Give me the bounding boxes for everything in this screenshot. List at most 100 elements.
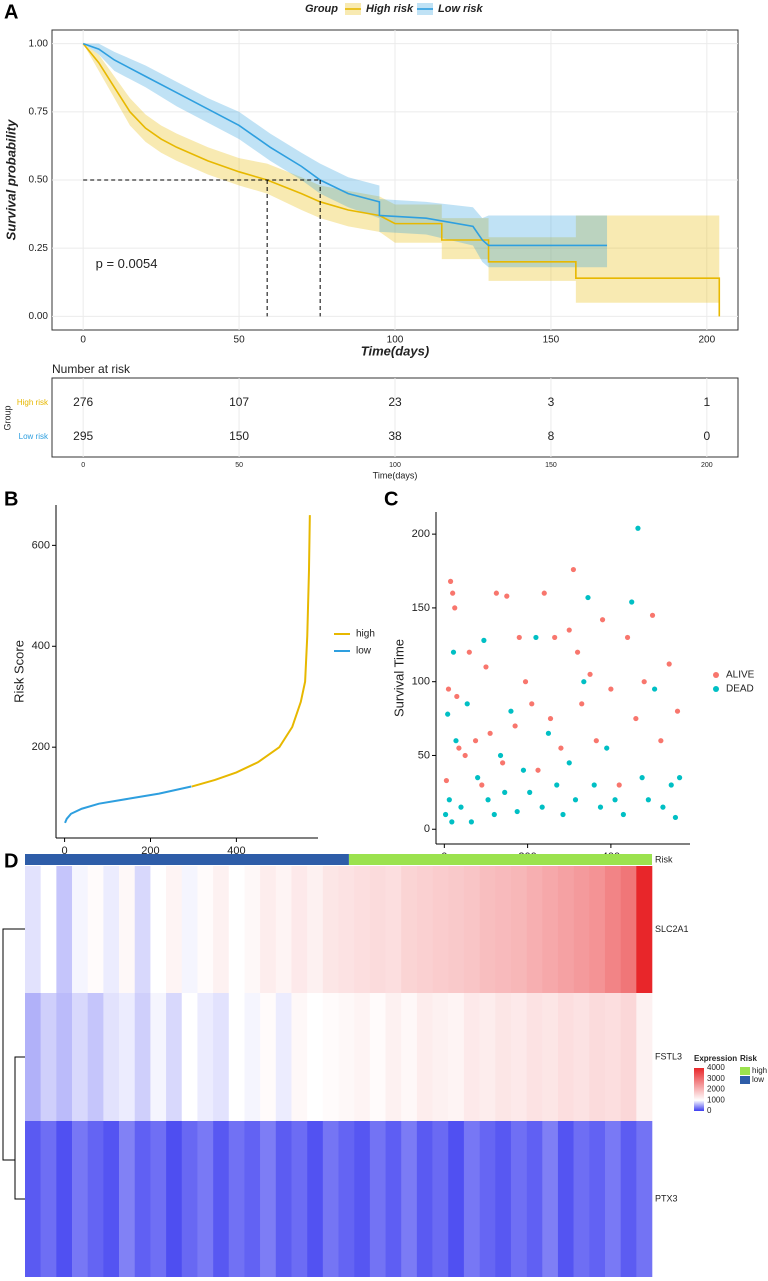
heatmap-cell	[479, 993, 496, 1121]
heatmap-cell	[181, 1121, 198, 1277]
heatmap-cell	[150, 866, 167, 993]
scatter-point	[616, 782, 622, 788]
risk-count: 0	[703, 429, 710, 443]
heatmap-cell	[134, 993, 151, 1121]
scatter-point	[597, 804, 604, 810]
heatmap-cell	[228, 1121, 245, 1277]
y-tick-label: 0.00	[29, 311, 49, 322]
scatter-point	[442, 811, 449, 818]
heatmap-cell	[542, 866, 559, 993]
y-axis-title: Survival probability	[3, 119, 18, 240]
y-tick-label: 200	[412, 528, 430, 540]
heatmap-cell	[385, 1121, 402, 1277]
heatmap-cell	[448, 993, 465, 1121]
scatter-point	[483, 664, 489, 670]
legend-swatch	[740, 1076, 750, 1084]
scatter-point	[491, 811, 497, 818]
scatter-point	[545, 730, 552, 736]
scatter-point	[450, 649, 457, 655]
heatmap-cell	[510, 993, 527, 1121]
scatter-point	[475, 775, 481, 781]
scatter-point	[591, 782, 597, 788]
scatter-point	[502, 789, 508, 795]
scatter-point	[500, 760, 506, 766]
legend-label: DEAD	[726, 684, 754, 695]
heatmap-cell	[213, 1121, 230, 1277]
heatmap-cell	[87, 993, 104, 1121]
heatmap-cell	[119, 1121, 136, 1277]
heatmap-cell	[526, 993, 543, 1121]
heatmap-cell	[479, 866, 496, 993]
y-tick-label: 0.50	[29, 175, 49, 186]
legend-label: low	[356, 646, 372, 657]
dendrogram	[2, 928, 25, 1200]
heatmap-cell	[557, 866, 574, 993]
scatter-point	[579, 701, 585, 707]
row-label: FSTL3	[655, 1051, 682, 1061]
y-tick-label: 600	[32, 539, 50, 551]
legend-label: high	[752, 1066, 767, 1075]
heatmap-cell	[103, 1121, 120, 1277]
scatter-point	[458, 804, 464, 810]
risk-annotation	[348, 854, 652, 865]
legend-label: Low risk	[438, 3, 484, 15]
heatmap-cell	[244, 866, 261, 993]
panel-label: B	[4, 488, 18, 510]
heatmap-cell	[448, 866, 465, 993]
scatter-point	[660, 804, 666, 810]
heatmap-cell	[40, 993, 57, 1121]
y-tick-label: 100	[412, 676, 430, 688]
heatmap-cell	[119, 866, 136, 993]
color-tick-label: 2000	[707, 1085, 725, 1094]
scatter-point	[624, 634, 631, 641]
risk-count: 1	[703, 395, 710, 409]
x-tick-label: 200	[141, 845, 159, 857]
risk-count: 3	[548, 395, 555, 409]
heatmap-cell	[56, 866, 73, 993]
scatter-point	[516, 634, 522, 641]
heatmap-cell	[244, 1121, 261, 1277]
heatmap-cell	[385, 866, 402, 993]
heatmap-cell	[416, 1121, 433, 1277]
y-tick-label: 0.25	[29, 243, 49, 254]
x-tick-label: 150	[545, 462, 557, 469]
scatter-point	[520, 767, 527, 773]
legend-title: Expression	[694, 1054, 737, 1063]
heatmap-cell	[40, 1121, 57, 1277]
scatter-point	[512, 723, 518, 729]
panel-label: D	[4, 850, 18, 872]
scatter-point	[566, 760, 572, 766]
legend-label: high	[356, 629, 375, 640]
scatter-point	[676, 775, 683, 781]
heatmap-cell	[432, 1121, 449, 1277]
heatmap-cell	[416, 993, 433, 1121]
scatter-point	[443, 777, 450, 784]
scatter-point	[558, 745, 564, 751]
risk-count: 23	[388, 395, 402, 409]
risk-annotation	[25, 854, 349, 865]
scatter-point	[560, 811, 566, 818]
scatter-point	[599, 617, 606, 623]
risk-count: 8	[548, 429, 555, 443]
heatmap-cell	[401, 993, 418, 1121]
scatter-point	[612, 797, 618, 803]
heatmap-cell	[510, 866, 527, 993]
heatmap-cell	[338, 993, 355, 1121]
heatmap-cell	[181, 866, 198, 993]
scatter-point	[572, 797, 579, 803]
heatmap-cell	[134, 866, 151, 993]
scatter-point	[649, 612, 656, 618]
scatter-point	[497, 752, 504, 759]
legend-swatch	[713, 686, 719, 692]
scatter-point	[658, 738, 664, 744]
heatmap-cell	[25, 866, 41, 993]
y-tick-label: 0	[424, 823, 430, 835]
x-tick-label: 0	[80, 335, 86, 346]
heatmap-cell	[385, 993, 402, 1121]
heatmap-cell	[291, 1121, 308, 1277]
y-tick-label: 0.75	[29, 106, 49, 117]
heatmap-cell	[589, 1121, 606, 1277]
x-axis-title: Time(days)	[361, 343, 429, 358]
scatter-point	[541, 590, 547, 596]
heatmap-cell	[620, 993, 637, 1121]
